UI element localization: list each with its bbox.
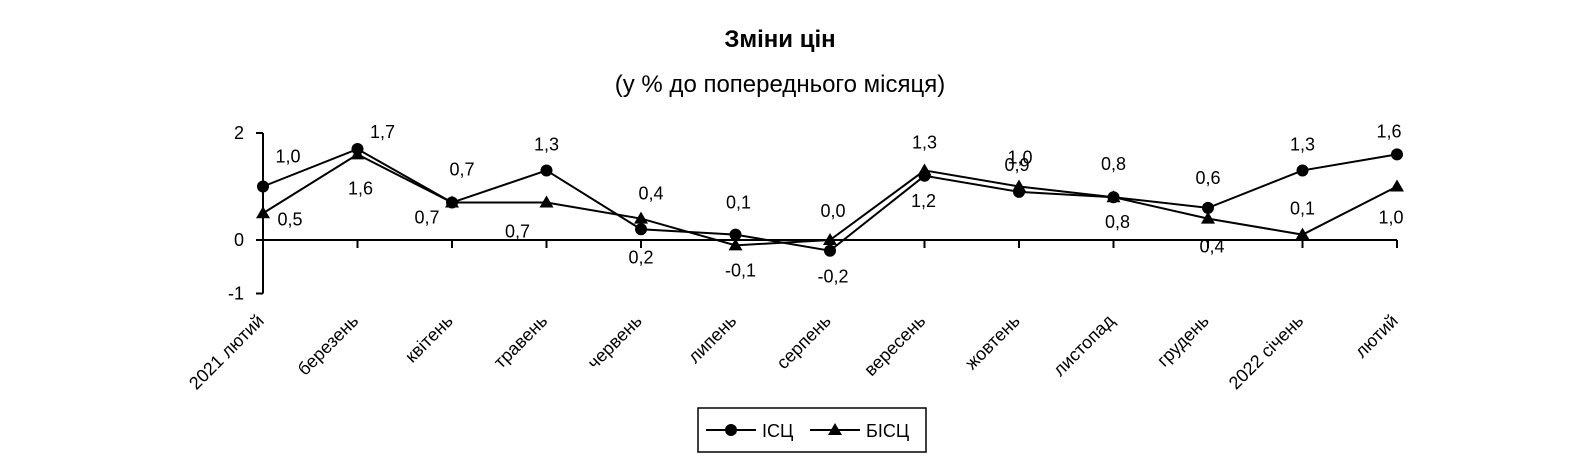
data-point-circle [540,164,553,177]
y-tick-label: -1 [228,284,244,304]
data-label: 0,6 [1195,168,1220,188]
data-point-triangle [350,147,365,160]
data-label: 1,3 [1290,134,1315,154]
data-point-triangle [539,195,554,208]
series-markers [256,143,1404,257]
data-point-circle [729,228,742,241]
data-point-triangle [256,206,270,219]
data-point-circle [1202,201,1214,214]
data-label: 0,7 [414,208,439,228]
data-label: 1,3 [534,134,559,154]
data-point-triangle [1390,179,1404,192]
data-label: 1,2 [911,191,936,211]
x-category-label: 2022 січень [1225,311,1308,394]
x-category-label: червень [584,311,646,373]
data-point-circle [1296,164,1309,177]
data-point-triangle [917,163,932,176]
data-label: 0,2 [628,247,653,267]
data-label: 0,1 [726,193,751,213]
chart-subtitle: (у % до попереднього місяця) [615,71,945,98]
y-tick-label: 2 [234,123,244,143]
legend-label-isc: ІСЦ [762,421,793,441]
x-category-label: серпень [773,311,835,373]
legend-marker-isc [725,424,737,436]
x-category-label: квітень [401,311,457,367]
data-label: 0,0 [820,201,845,221]
legend-label-bisc: БІСЦ [866,421,909,441]
data-label: 1,3 [912,132,937,152]
data-label: 0,4 [638,184,663,204]
data-label: 1,7 [370,122,395,142]
data-point-triangle [1295,227,1310,240]
data-label: 1,0 [275,147,300,167]
x-category-label: травень [490,311,551,372]
data-label: 0,1 [1290,199,1315,219]
data-label: 0,9 [1004,155,1029,175]
legend-marker-bisc [828,423,842,435]
data-point-circle [824,244,836,257]
data-point-circle [1391,148,1403,161]
data-point-circle [257,180,269,193]
x-category-label: вересень [860,311,929,380]
data-label: 0,8 [1101,154,1126,174]
data-label: 1,0 [1007,148,1032,168]
x-category-label: листопад [1049,310,1119,380]
data-label: -0,2 [817,267,848,287]
data-point-triangle [728,238,743,251]
data-point-triangle [634,211,648,224]
chart-title: Зміни цін [724,26,835,53]
data-label: 0,7 [449,160,474,180]
data-label: 1,6 [1376,121,1401,141]
data-labels: 1,0 1,7 0,7 1,3 0,2 0,1 -0,2 1,2 0,9 0,8 0,6 1,3 1,6… [275,121,1403,286]
data-label: 0,5 [277,209,302,229]
data-label: 0,7 [505,222,530,242]
x-category-label: грудень [1153,311,1213,371]
data-point-triangle [823,233,837,245]
data-label: -0,1 [725,260,756,280]
data-point-triangle [445,195,459,208]
legend: ІСЦ БІСЦ [697,407,927,453]
x-category-label: березень [294,311,363,380]
data-label: 0,4 [1199,237,1224,257]
axes: 2 0 -1 2021 лютий березень квітень травень черв… [185,123,1402,393]
data-point-triangle [1106,190,1121,203]
data-label: 0,8 [1105,212,1130,232]
x-category-label: жовтень [961,311,1024,374]
data-point-triangle [1012,179,1026,192]
x-category-label: 2021 лютий [185,311,268,394]
x-category-label: лютий [1351,311,1402,362]
data-label: 1,0 [1378,208,1403,228]
data-label: 1,6 [348,178,373,198]
data-point-triangle [1201,211,1215,224]
data-point-circle [635,223,647,236]
y-tick-label: 0 [234,230,244,250]
x-category-label: липень [684,311,740,367]
